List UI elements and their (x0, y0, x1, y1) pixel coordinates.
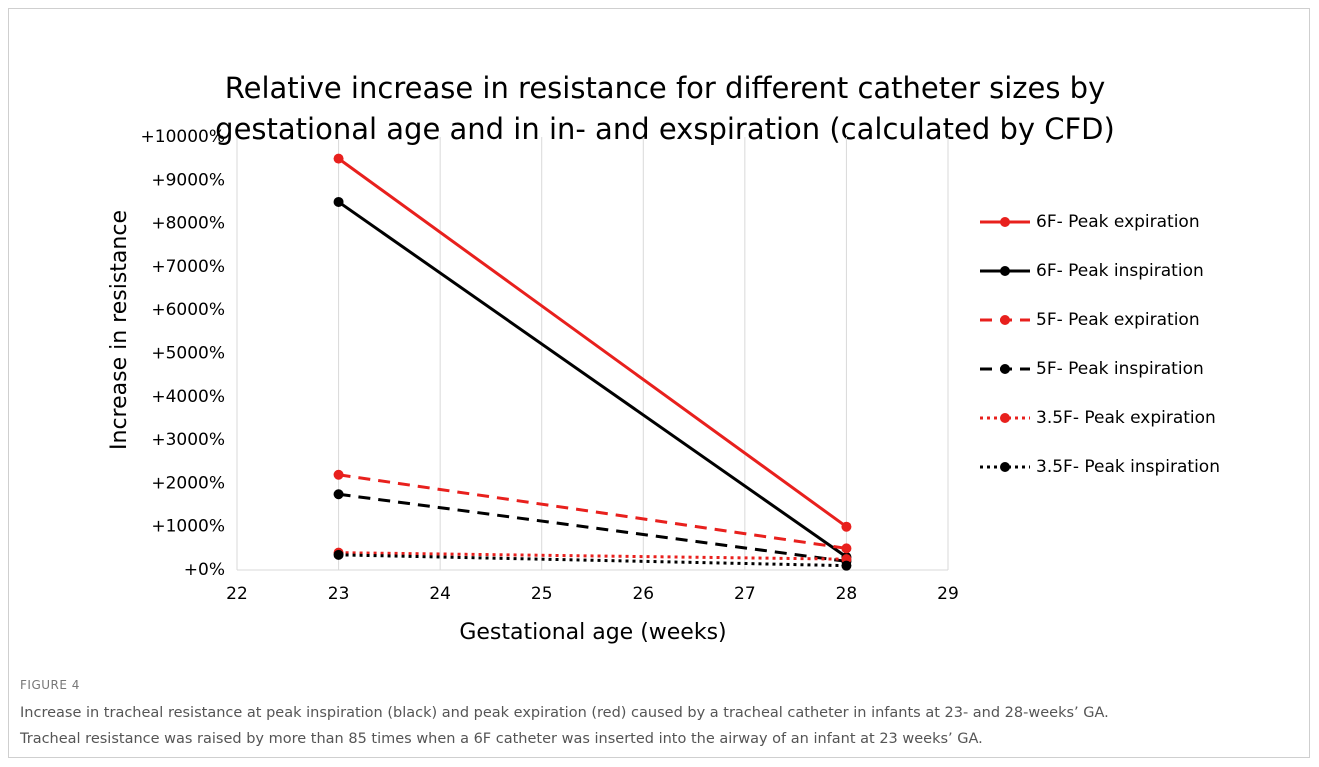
legend-marker (1000, 462, 1010, 472)
x-tick-label: 25 (531, 584, 553, 604)
y-tick-label: +1000% (151, 517, 225, 537)
chart: Relative increase in resistance for diff… (107, 71, 1220, 645)
legend-label: 6F- Peak inspiration (1036, 261, 1204, 281)
series-line (338, 551, 847, 561)
legend-marker (1000, 364, 1010, 374)
figure-frame (8, 8, 1310, 758)
x-tick-label: 28 (836, 584, 858, 604)
data-point (333, 549, 344, 560)
data-point (333, 196, 344, 207)
y-tick-label: +0% (184, 560, 225, 580)
legend-label: 5F- Peak expiration (1036, 310, 1200, 330)
legend-marker (1000, 217, 1010, 227)
x-tick-label: 24 (429, 584, 451, 604)
y-tick-label: +7000% (151, 257, 225, 277)
legend-marker (1000, 413, 1010, 423)
caption: Increase in tracheal resistance at peak … (20, 700, 1109, 752)
y-tick-label: +8000% (151, 214, 225, 234)
legend-label: 5F- Peak inspiration (1036, 359, 1204, 379)
series-line (338, 473, 847, 550)
data-point (333, 153, 344, 164)
series-line (337, 200, 848, 559)
series-line (338, 492, 847, 563)
x-tick-label: 22 (226, 584, 248, 604)
y-tick-label: +4000% (151, 387, 225, 407)
x-axis-label: Gestational age (weeks) (459, 620, 726, 645)
y-tick-label: +3000% (151, 430, 225, 450)
data-point (841, 521, 852, 532)
caption-line: Tracheal resistance was raised by more t… (20, 731, 983, 747)
data-point (841, 543, 852, 554)
data-point (333, 469, 344, 480)
caption-line: Increase in tracheal resistance at peak … (20, 705, 1109, 721)
y-axis-label: Increase in resistance (107, 210, 132, 450)
x-tick-label: 27 (734, 584, 756, 604)
y-tick-label: +2000% (151, 473, 225, 493)
series-line (337, 157, 848, 528)
legend-label: 3.5F- Peak expiration (1036, 408, 1216, 428)
y-tick-label: +9000% (151, 170, 225, 190)
legend-marker (1000, 266, 1010, 276)
figure-label: FIGURE 4 (20, 678, 80, 692)
legend-label: 3.5F- Peak inspiration (1036, 457, 1220, 477)
y-tick-label: +10000% (141, 127, 225, 147)
legend-label: 6F- Peak expiration (1036, 212, 1200, 232)
data-point (333, 489, 344, 500)
chart-title: gestational age and in in- and exspirati… (215, 112, 1115, 146)
x-tick-label: 29 (937, 584, 959, 604)
y-tick-label: +6000% (151, 300, 225, 320)
y-tick-label: +5000% (151, 344, 225, 364)
chart-title: Relative increase in resistance for diff… (225, 71, 1105, 105)
data-point (841, 560, 852, 571)
legend-marker (1000, 315, 1010, 325)
series-line (338, 553, 847, 568)
x-tick-label: 26 (632, 584, 654, 604)
x-tick-label: 23 (328, 584, 350, 604)
